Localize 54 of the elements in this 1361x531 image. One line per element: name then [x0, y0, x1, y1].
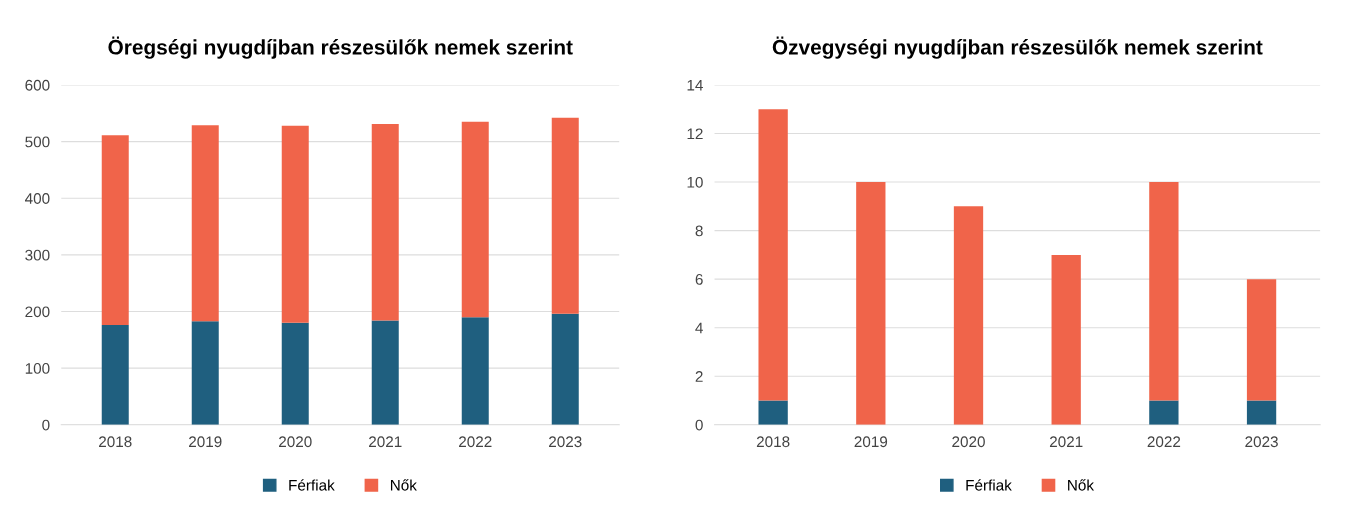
bar — [281, 125, 309, 323]
x-tick-label: 2019 — [854, 436, 888, 448]
x-tick-label: 2023 — [549, 436, 582, 448]
bar — [191, 321, 219, 425]
x-tick-label: 2022 — [1147, 436, 1181, 448]
bar — [551, 313, 579, 425]
legend-label: Nők — [1068, 479, 1095, 491]
bar — [758, 400, 788, 425]
y-tick-label: 100 — [25, 363, 50, 374]
bar — [371, 124, 399, 321]
x-tick-label: 2020 — [279, 436, 312, 448]
x-tick-label: 2021 — [369, 436, 402, 448]
y-tick-label: 500 — [25, 136, 50, 148]
bar — [1051, 254, 1081, 425]
x-tick-label: 2022 — [459, 436, 492, 448]
legend-label: Férfiak — [289, 479, 335, 491]
bar — [461, 121, 489, 318]
y-tick-label: 10 — [687, 176, 703, 188]
bar — [1149, 182, 1179, 401]
y-tick-label: 4 — [695, 322, 703, 334]
bar — [101, 325, 129, 425]
y-tick-label: 0 — [42, 419, 50, 431]
bar — [371, 320, 399, 425]
bar — [1246, 400, 1277, 425]
x-tick-label: 2023 — [1245, 436, 1278, 448]
y-tick-label: 200 — [25, 306, 50, 318]
bar — [856, 182, 886, 425]
bar — [461, 317, 489, 425]
x-tick-label: 2021 — [1049, 436, 1083, 448]
chart-title: Özvegységi nyugdíjban részesülők nemek szerint — [772, 36, 1263, 59]
bar — [101, 135, 129, 326]
bar — [551, 117, 579, 314]
y-tick-label: 2 — [695, 371, 703, 382]
y-tick-label: 0 — [695, 419, 703, 431]
legend-label: Nők — [390, 479, 417, 491]
bar — [191, 125, 219, 322]
x-tick-label: 2018 — [756, 436, 790, 448]
legend-label: Férfiak — [966, 479, 1012, 491]
y-tick-label: 14 — [687, 79, 703, 91]
x-tick-label: 2020 — [952, 436, 985, 448]
chart-title: Öregségi nyugdíjban részesülők nemek szerint — [108, 36, 573, 59]
bar — [758, 109, 788, 401]
y-tick-label: 600 — [25, 79, 50, 91]
bar — [1246, 279, 1277, 401]
y-tick-label: 6 — [695, 274, 703, 285]
bar — [953, 206, 984, 425]
y-tick-label: 400 — [25, 193, 50, 204]
y-tick-label: 300 — [25, 249, 50, 261]
y-tick-label: 8 — [695, 225, 703, 237]
x-tick-label: 2018 — [99, 436, 132, 448]
bar — [1149, 400, 1179, 425]
x-tick-label: 2019 — [189, 436, 222, 448]
y-tick-label: 12 — [687, 128, 703, 140]
bar — [281, 322, 309, 425]
